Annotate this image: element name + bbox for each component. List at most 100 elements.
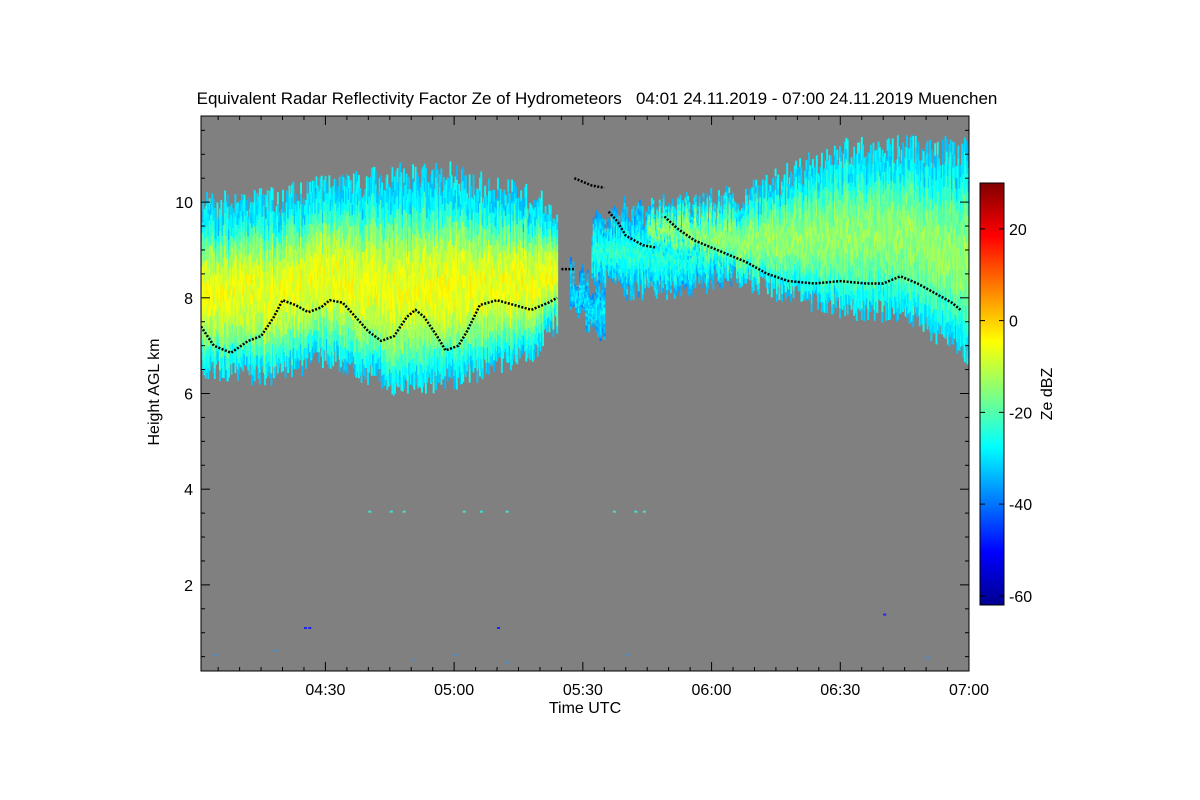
reflectivity-cell	[605, 262, 608, 266]
reflectivity-cell	[297, 273, 300, 285]
reflectivity-cell	[404, 329, 407, 342]
reflectivity-cell	[450, 365, 453, 379]
reflectivity-cell	[340, 312, 342, 324]
reflectivity-cell	[370, 297, 373, 311]
reflectivity-cell	[206, 304, 209, 317]
reflectivity-cell	[360, 197, 363, 210]
reflectivity-cell	[319, 219, 322, 232]
reflectivity-cell	[247, 245, 250, 256]
reflectivity-cell	[545, 302, 548, 311]
reflectivity-cell	[289, 255, 292, 267]
reflectivity-cell	[632, 217, 635, 225]
reflectivity-cell	[332, 298, 335, 310]
reflectivity-cell	[292, 214, 295, 227]
reflectivity-cell	[422, 262, 425, 277]
reflectivity-cell	[278, 280, 281, 291]
reflectivity-cell	[631, 268, 634, 275]
reflectivity-cell	[211, 309, 214, 321]
reflectivity-cell	[485, 273, 488, 285]
reflectivity-cell	[536, 240, 539, 252]
reflectivity-cell	[524, 197, 526, 209]
reflectivity-cell	[273, 242, 275, 254]
reflectivity-cell	[226, 241, 229, 254]
reflectivity-cell	[633, 220, 636, 226]
reflectivity-cell	[417, 308, 420, 323]
reflectivity-cell	[274, 277, 277, 288]
reflectivity-cell	[298, 321, 301, 333]
reflectivity-cell	[526, 348, 529, 359]
reflectivity-cell	[538, 332, 541, 343]
reflectivity-cell	[298, 331, 301, 342]
reflectivity-cell	[488, 300, 490, 314]
reflectivity-cell	[468, 356, 471, 370]
reflectivity-cell	[423, 259, 426, 274]
reflectivity-cell	[246, 356, 248, 368]
reflectivity-cell	[622, 249, 625, 255]
reflectivity-cell	[278, 241, 281, 252]
reflectivity-cell	[624, 271, 627, 277]
reflectivity-cell	[349, 181, 351, 194]
reflectivity-cell	[262, 349, 265, 362]
reflectivity-cell	[622, 207, 625, 213]
reflectivity-cell	[213, 367, 216, 380]
reflectivity-cell	[356, 252, 359, 265]
reflectivity-cell	[252, 223, 255, 236]
reflectivity-cell	[306, 269, 309, 282]
reflectivity-cell	[516, 273, 519, 285]
reflectivity-cell	[325, 328, 328, 340]
reflectivity-cell	[517, 253, 520, 264]
reflectivity-cell	[499, 346, 502, 358]
reflectivity-cell	[258, 322, 261, 336]
reflectivity-cell	[436, 244, 439, 258]
reflectivity-cell	[610, 253, 613, 258]
reflectivity-cell	[280, 320, 283, 332]
reflectivity-cell	[488, 325, 490, 339]
reflectivity-cell	[521, 344, 524, 355]
reflectivity-cell	[303, 224, 306, 235]
reflectivity-cell	[545, 214, 548, 223]
reflectivity-cell	[401, 365, 404, 379]
reflectivity-cell	[606, 261, 609, 266]
reflectivity-cell	[410, 340, 413, 353]
reflectivity-cell	[498, 316, 501, 326]
reflectivity-cell	[594, 252, 596, 257]
reflectivity-cell	[525, 239, 528, 251]
reflectivity-cell	[476, 200, 479, 214]
reflectivity-cell	[551, 311, 553, 319]
reflectivity-cell	[285, 245, 288, 258]
reflectivity-cell	[332, 309, 335, 322]
reflectivity-cell	[347, 257, 350, 270]
reflectivity-cell	[455, 291, 458, 306]
reflectivity-cell	[542, 337, 544, 347]
reflectivity-cell	[203, 271, 206, 283]
reflectivity-cell	[614, 226, 617, 231]
reflectivity-cell	[302, 238, 305, 249]
reflectivity-cell	[461, 209, 463, 224]
reflectivity-cell	[494, 263, 497, 273]
reflectivity-cell	[423, 232, 426, 247]
reflectivity-cell	[229, 235, 232, 247]
reflectivity-cell	[333, 265, 336, 277]
reflectivity-cell	[391, 336, 394, 352]
reflectivity-cell	[468, 369, 471, 383]
reflectivity-cell	[538, 206, 541, 216]
reflectivity-cell	[352, 331, 355, 345]
reflectivity-cell	[381, 285, 384, 299]
reflectivity-cell	[288, 333, 291, 346]
reflectivity-cell	[273, 325, 275, 337]
reflectivity-cell	[206, 282, 209, 294]
reflectivity-cell	[258, 273, 261, 287]
reflectivity-cell	[265, 195, 268, 208]
reflectivity-cell	[328, 271, 331, 284]
reflectivity-cell	[215, 229, 218, 239]
reflectivity-cell	[481, 202, 484, 215]
reflectivity-cell	[212, 317, 215, 330]
reflectivity-cell	[397, 373, 400, 388]
reflectivity-cell	[381, 195, 384, 209]
reflectivity-cell	[323, 211, 326, 224]
reflectivity-cell	[426, 229, 429, 242]
reflectivity-cell	[342, 336, 345, 350]
reflectivity-cell	[464, 275, 467, 289]
reflectivity-cell	[391, 266, 394, 281]
reflectivity-cell	[261, 344, 264, 356]
